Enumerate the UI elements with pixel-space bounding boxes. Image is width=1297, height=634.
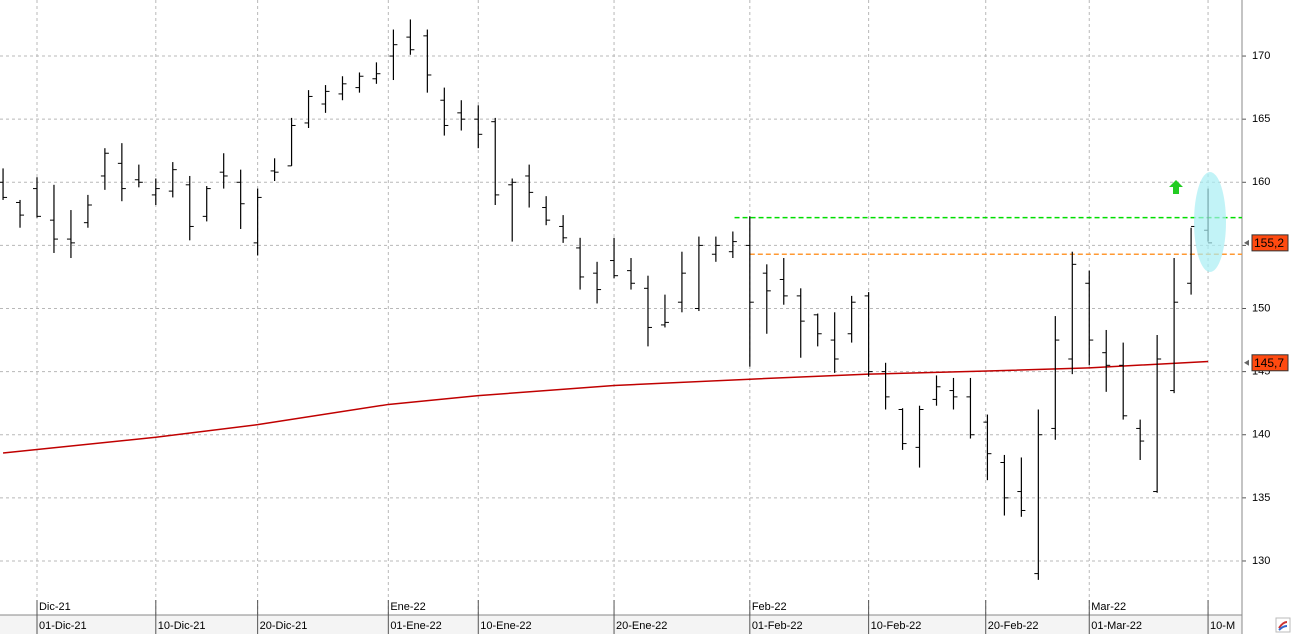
logo-icon xyxy=(1275,617,1291,633)
price-pointer xyxy=(1244,239,1249,246)
y-tick-label: 170 xyxy=(1252,50,1270,62)
x-tick-label: 20-Dic-21 xyxy=(260,620,308,632)
y-tick-label: 150 xyxy=(1252,302,1270,314)
y-tick-label: 130 xyxy=(1252,555,1270,567)
x-tick-label: 01-Feb-22 xyxy=(752,620,803,632)
month-label: Dic-21 xyxy=(39,601,71,613)
x-tick-label: 10-M xyxy=(1210,620,1235,632)
month-label: Ene-22 xyxy=(390,601,425,613)
grid: 130135140145150155160165170 xyxy=(0,0,1270,615)
y-tick-label: 140 xyxy=(1252,429,1270,441)
moving-average xyxy=(2,360,1209,454)
x-tick-label: 01-Mar-22 xyxy=(1091,620,1142,632)
x-tick-label: 10-Ene-22 xyxy=(480,620,531,632)
y-tick-label: 165 xyxy=(1252,113,1270,125)
y-tick-label: 135 xyxy=(1252,492,1270,504)
up-arrow xyxy=(1169,180,1183,194)
x-tick-label: 20-Feb-22 xyxy=(988,620,1039,632)
x-tick-label: 10-Feb-22 xyxy=(871,620,922,632)
month-label: Feb-22 xyxy=(752,601,787,613)
x-tick-label: 01-Dic-21 xyxy=(39,620,87,632)
price-label: 155,2 xyxy=(1254,236,1284,250)
price-label: 145,7 xyxy=(1254,356,1284,370)
plot xyxy=(0,19,1242,580)
x-tick-label: 01-Ene-22 xyxy=(390,620,441,632)
month-label: Mar-22 xyxy=(1091,601,1126,613)
y-tick-label: 160 xyxy=(1252,176,1270,188)
date-bar xyxy=(0,615,1242,634)
price-label-box xyxy=(1251,354,1289,372)
x-tick-label: 20-Ene-22 xyxy=(616,620,667,632)
overlay: 01-Dic-21 10-Dic-21 20-Dic-21 01-Ene-22 10-E… xyxy=(36,234,1289,634)
price-label-box xyxy=(1251,234,1289,252)
highlight-ellipse xyxy=(1194,172,1226,272)
price-pointer xyxy=(1244,359,1249,366)
x-tick-label: 10-Dic-21 xyxy=(158,620,206,632)
